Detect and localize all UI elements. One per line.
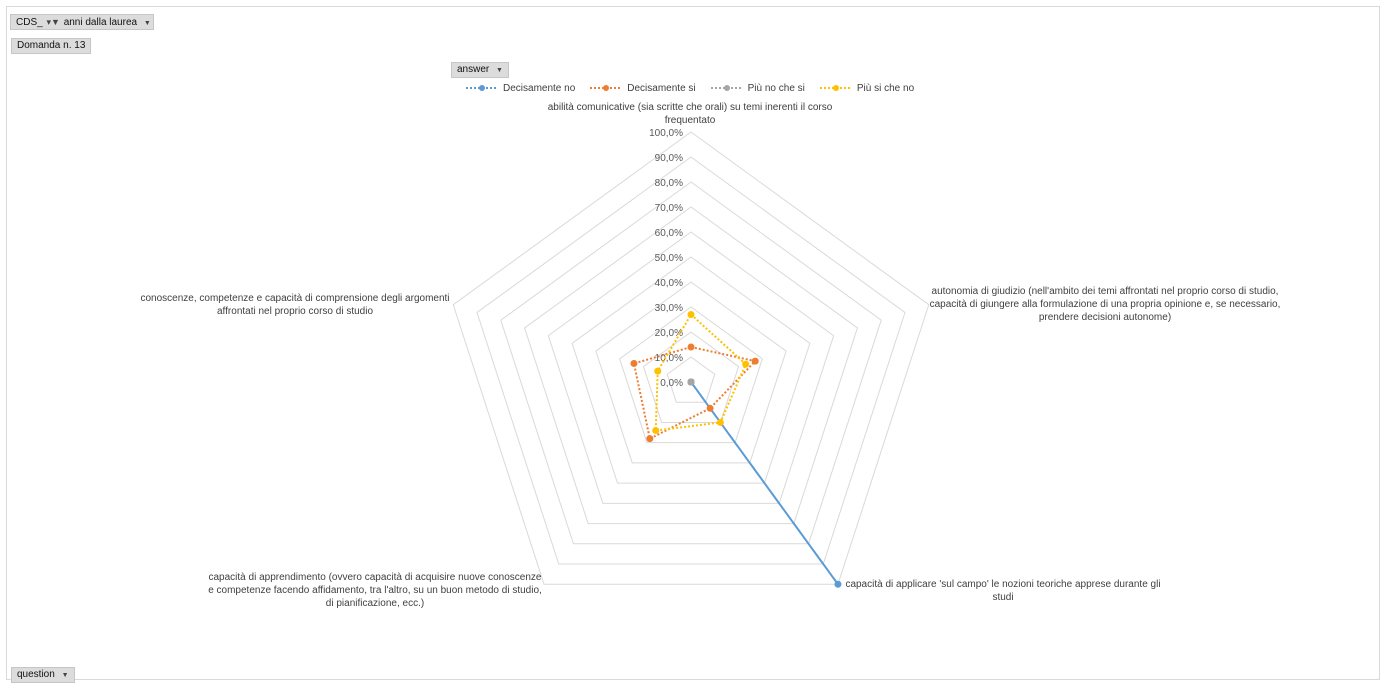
legend-item-piu-no-che-si[interactable]: Più no che si — [710, 83, 805, 94]
data-point — [742, 360, 750, 368]
question-label: question — [17, 669, 55, 680]
cds-label: CDS_ — [16, 17, 43, 28]
axis-label-apprendimento: capacità di apprendimento (ovvero capaci… — [208, 572, 542, 609]
tick-label: 60,0% — [655, 228, 683, 239]
axis-label-applicare-sul-campo: capacità di applicare 'sul campo' le noz… — [845, 579, 1161, 603]
axis-label-conoscenze: conoscenze, competenze e capacità di com… — [140, 293, 450, 317]
grid-ring — [476, 156, 906, 565]
tick-label: 30,0% — [655, 303, 683, 314]
data-point — [652, 427, 660, 435]
tick-label: 40,0% — [655, 278, 683, 289]
grid-ring — [452, 131, 930, 585]
data-point — [646, 435, 654, 443]
data-point — [834, 580, 842, 588]
data-point — [687, 343, 695, 351]
data-point — [687, 378, 695, 386]
domanda-label: Domanda n. 13 — [17, 40, 86, 51]
axis-label-abilita-comunicative: abilità comunicative (sia scritte che or… — [547, 102, 833, 126]
legend-marker-icon — [466, 85, 498, 91]
grid-ring — [523, 206, 859, 525]
chevron-down-icon: ▼ — [61, 672, 69, 679]
legend-label: Più no che si — [747, 82, 805, 94]
data-point — [716, 418, 724, 426]
legend-marker-icon — [819, 85, 852, 91]
legend-marker-icon — [590, 85, 623, 91]
answer-label: answer — [457, 64, 490, 75]
tick-label: 0,0% — [660, 378, 683, 389]
data-point — [687, 311, 695, 318]
anni-label: anni dalla laurea — [63, 17, 138, 28]
chart-area — [6, 6, 1380, 680]
chevron-down-icon: ▼ — [496, 67, 503, 74]
grid-ring — [642, 331, 740, 423]
legend-item-decisamente-no[interactable]: Decisamente no — [465, 83, 575, 94]
answer-filter-button[interactable]: answer ▼ — [451, 62, 509, 78]
legend-label: Più si che no — [856, 82, 915, 94]
tick-label: 80,0% — [655, 178, 683, 189]
tick-label: 90,0% — [655, 153, 683, 164]
grid-ring — [500, 181, 882, 545]
chart-legend[interactable]: Decisamente no Decisamente si Più no che… — [465, 81, 928, 95]
axis-label-autonomia-giudizio: autonomia di giudizio (nell'ambito dei t… — [929, 286, 1281, 323]
tick-label: 20,0% — [655, 328, 683, 339]
data-point — [630, 359, 638, 367]
grid-ring — [666, 356, 716, 403]
series-line — [632, 345, 758, 441]
legend-marker-icon — [710, 85, 743, 91]
grid-ring — [595, 281, 787, 464]
domanda-field-button[interactable]: Domanda n. 13 — [11, 38, 92, 54]
grid-ring — [571, 256, 811, 484]
legend-item-decisamente-si[interactable]: Decisamente si — [589, 82, 696, 94]
data-point — [706, 404, 714, 412]
tick-label: 70,0% — [655, 203, 683, 214]
data-point — [751, 357, 759, 365]
series-line — [654, 312, 747, 432]
legend-label: Decisamente no — [503, 82, 576, 94]
legend-label: Decisamente si — [627, 82, 696, 94]
cds-anni-filter-button[interactable]: CDS_ ▾▼ anni dalla laurea ▼ — [10, 14, 154, 30]
grid-ring — [547, 231, 835, 504]
chevron-down-icon: ▼ — [143, 20, 151, 27]
question-filter-button[interactable]: question ▼ — [11, 667, 75, 683]
legend-item-piu-si-che-no[interactable]: Più si che no — [819, 83, 914, 94]
grid-ring — [619, 306, 763, 444]
tick-label: 10,0% — [655, 353, 683, 364]
tick-label: 100,0% — [649, 128, 683, 139]
tick-label: 50,0% — [655, 253, 683, 264]
filter-icon: ▾▼ — [46, 17, 60, 27]
data-point — [654, 367, 662, 375]
